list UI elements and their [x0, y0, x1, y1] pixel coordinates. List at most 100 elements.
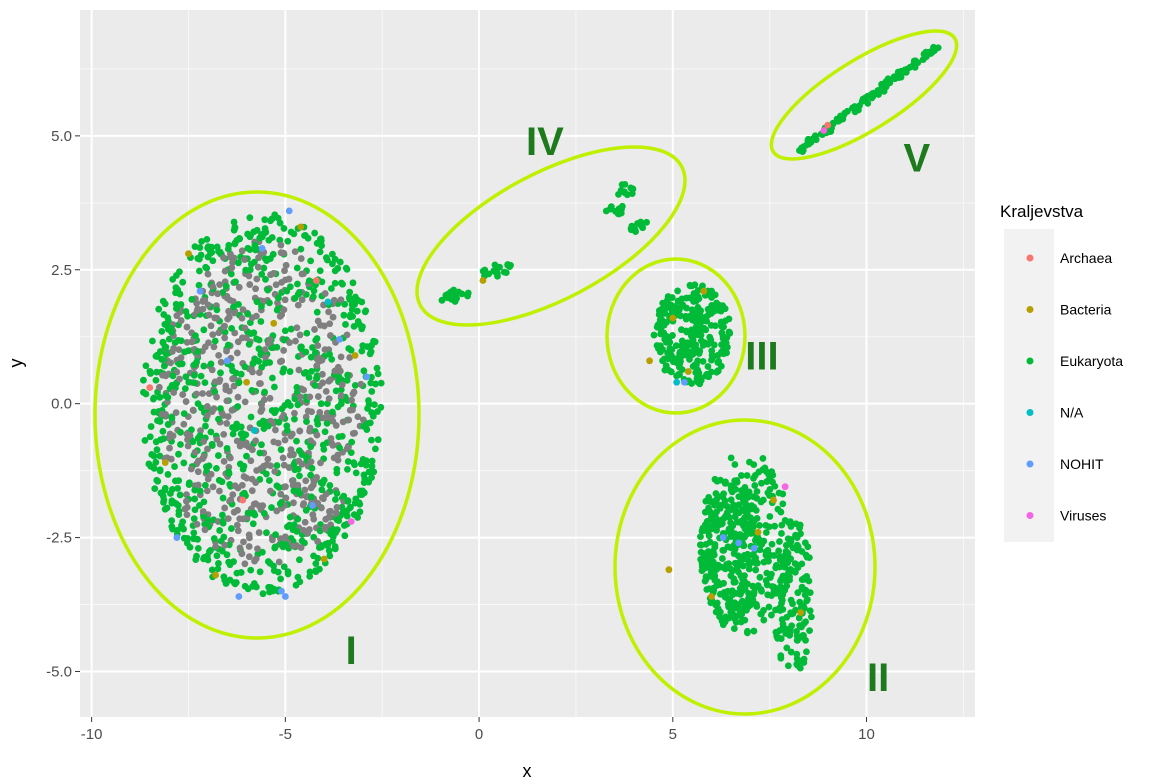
- data-point: [772, 606, 779, 614]
- data-point: [758, 540, 766, 548]
- data-point: [194, 348, 202, 355]
- data-point: [191, 448, 199, 456]
- data-point: [291, 248, 299, 256]
- data-point: [307, 443, 315, 451]
- data-point: [227, 496, 235, 504]
- data-point: [366, 350, 374, 358]
- data-point: [771, 482, 779, 490]
- data-point: [360, 479, 368, 487]
- data-point: [772, 628, 780, 636]
- data-point: [768, 468, 776, 476]
- data-point: [800, 632, 807, 639]
- data-point: [321, 428, 329, 436]
- data-point: [204, 253, 212, 261]
- data-point: [168, 414, 176, 422]
- data-point: [277, 446, 285, 454]
- data-point: [202, 422, 209, 430]
- data-point: [689, 316, 696, 324]
- data-point: [763, 569, 771, 577]
- data-point: [325, 508, 333, 515]
- data-point: [310, 515, 318, 523]
- data-point: [199, 305, 207, 313]
- data-point: [293, 527, 301, 535]
- data-point: [314, 393, 322, 400]
- data-point: [259, 590, 267, 598]
- data-point: [175, 346, 183, 354]
- data-point: [313, 335, 321, 342]
- data-point: [317, 400, 325, 408]
- data-point: [172, 409, 180, 416]
- data-point: [361, 308, 369, 316]
- data-point: [203, 403, 211, 410]
- data-point: [762, 529, 770, 536]
- data-point: [296, 393, 304, 401]
- data-point: [768, 540, 776, 548]
- data-point: [737, 517, 745, 525]
- data-point: [154, 417, 161, 424]
- data-point: [205, 390, 213, 397]
- data-point: [273, 507, 281, 515]
- data-point: [307, 484, 315, 492]
- data-point: [726, 329, 734, 337]
- data-point: [210, 343, 218, 351]
- data-point: [339, 418, 347, 426]
- data-point: [266, 299, 273, 307]
- data-point: [201, 526, 209, 534]
- data-point: [251, 356, 259, 363]
- data-point: [756, 573, 764, 581]
- data-point: [262, 275, 269, 283]
- data-point: [766, 486, 774, 493]
- data-point: [239, 430, 247, 437]
- data-point: [360, 367, 368, 375]
- data-point: [147, 370, 154, 377]
- data-point: [191, 495, 199, 503]
- data-point: [194, 434, 202, 442]
- data-point: [319, 370, 326, 378]
- data-point: [714, 352, 722, 359]
- data-point: [158, 355, 166, 363]
- data-point: [733, 478, 741, 486]
- data-point: [194, 400, 202, 408]
- data-point: [156, 466, 164, 474]
- data-point: [333, 469, 341, 477]
- data-point: [779, 500, 787, 508]
- data-point: [322, 387, 330, 395]
- data-point: [731, 513, 739, 521]
- data-point: [770, 496, 777, 504]
- data-point: [299, 526, 307, 534]
- data-point: [168, 523, 176, 531]
- data-point: [321, 290, 329, 297]
- data-point: [225, 307, 233, 315]
- data-point: [246, 266, 254, 274]
- data-point: [313, 431, 321, 439]
- data-point: [776, 563, 784, 571]
- data-point: [754, 559, 761, 567]
- data-point: [316, 248, 324, 256]
- data-point: [273, 462, 281, 469]
- data-point: [207, 470, 215, 478]
- data-point: [254, 545, 261, 553]
- data-point: [256, 449, 264, 457]
- data-point: [163, 504, 171, 512]
- data-point: [293, 264, 301, 272]
- data-point: [348, 396, 355, 404]
- data-point: [290, 542, 297, 550]
- data-point: [306, 427, 313, 435]
- data-point: [278, 405, 286, 413]
- data-point: [210, 535, 218, 542]
- data-point: [778, 575, 786, 583]
- data-point: [184, 312, 191, 320]
- data-point: [715, 306, 723, 314]
- data-point: [727, 565, 735, 573]
- data-point: [248, 314, 256, 322]
- data-point: [725, 528, 733, 536]
- data-point: [344, 458, 352, 465]
- data-point: [299, 501, 307, 509]
- data-point: [743, 472, 751, 479]
- data-point: [676, 348, 684, 356]
- data-point: [795, 657, 803, 665]
- data-point: [237, 423, 245, 431]
- data-point: [258, 548, 266, 556]
- data-point: [250, 329, 258, 337]
- data-point: [314, 499, 322, 507]
